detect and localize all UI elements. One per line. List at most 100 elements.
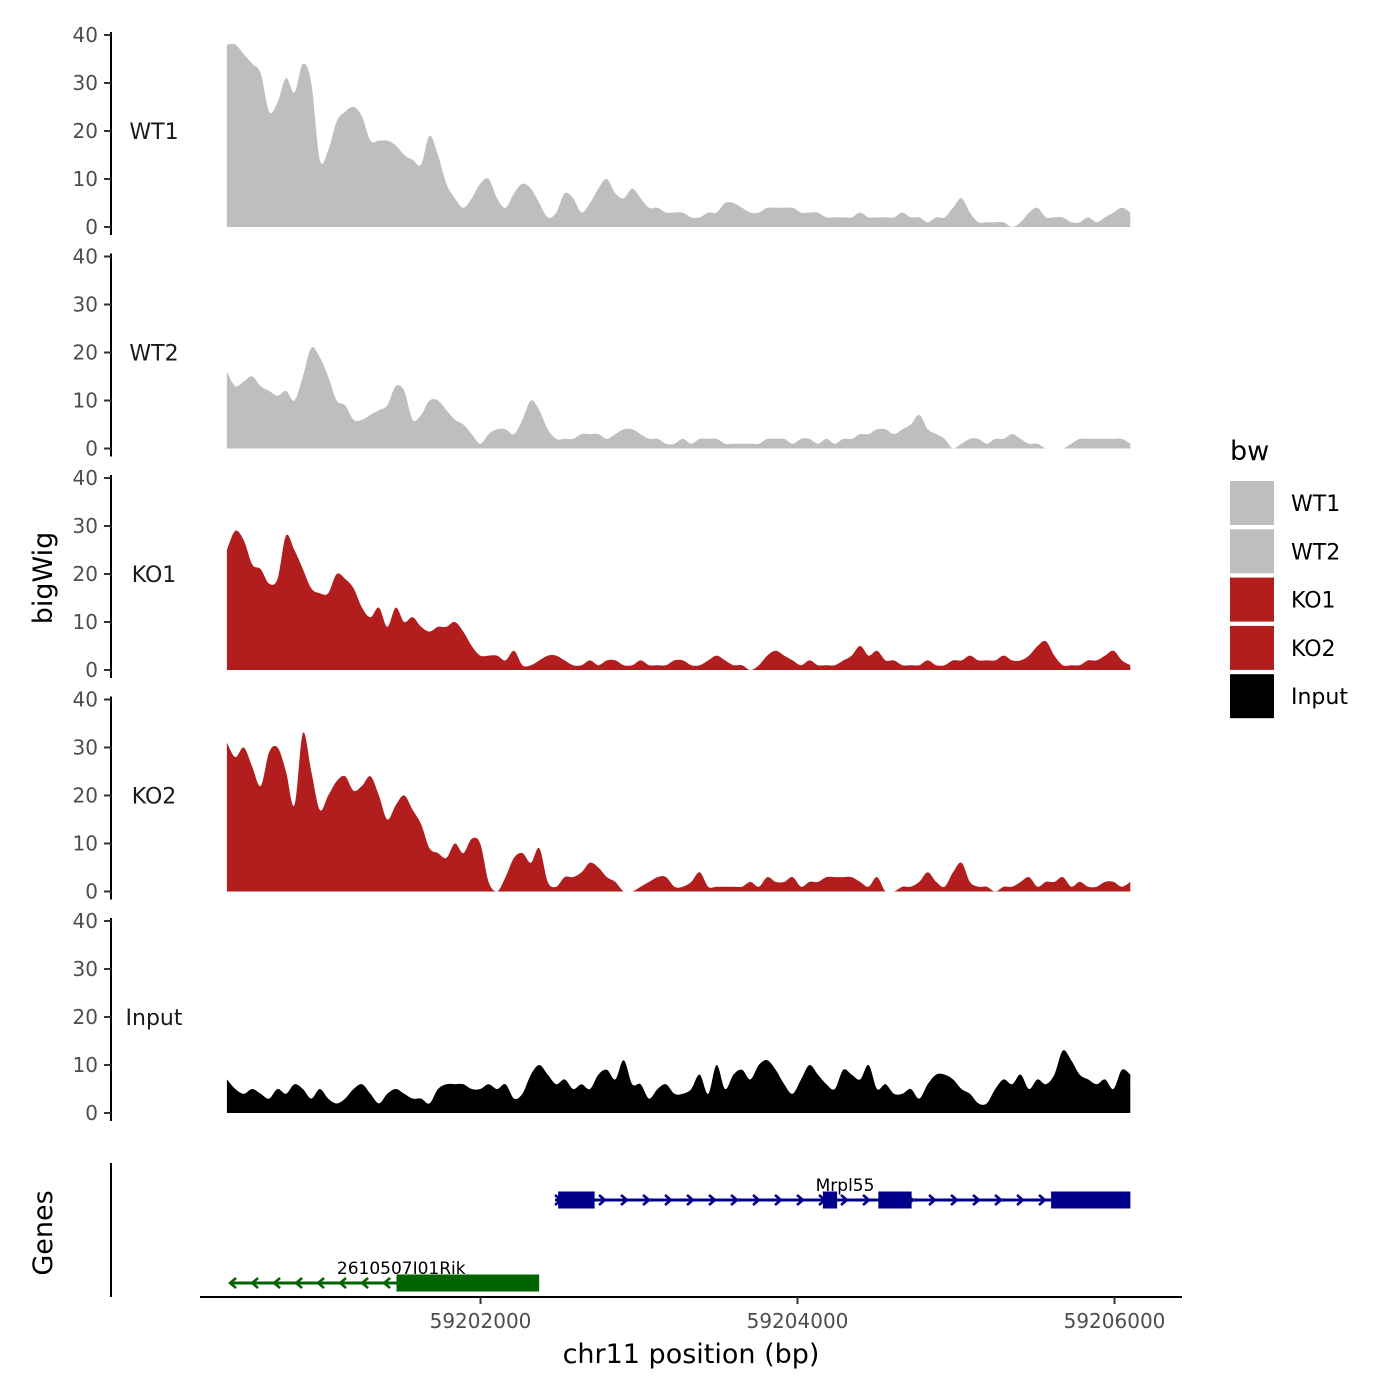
y-tick-label: 0 (85, 880, 98, 904)
gene-label-mrpl55: Mrpl55 (816, 1176, 875, 1196)
track-ko2: 0 10 20 30 40 KO2 (73, 688, 1131, 904)
x-tick-label: 59204000 (747, 1309, 849, 1333)
strand-arrow (840, 1194, 849, 1206)
gene-exon (1051, 1191, 1131, 1209)
legend-entry-ko1: KO1 (1230, 577, 1336, 622)
y-tick-label: 30 (73, 736, 98, 760)
legend-swatch (1230, 625, 1274, 670)
legend-label: KO1 (1291, 589, 1336, 614)
track-label-wt2: WT2 (129, 342, 178, 367)
strand-arrow (752, 1194, 761, 1206)
legend-title: bw (1230, 436, 1269, 467)
strand-arrow (1016, 1194, 1025, 1206)
legend-swatch (1230, 481, 1274, 525)
x-axis-title: chr11 position (bp) (563, 1339, 820, 1370)
legend-swatch (1230, 529, 1274, 574)
legend-entry-wt2: WT2 (1230, 529, 1340, 574)
strand-arrow (360, 1277, 369, 1289)
legend-entry-wt1: WT1 (1230, 481, 1340, 525)
strand-arrow (950, 1194, 959, 1206)
legend-swatch (1230, 577, 1274, 622)
strand-arrow (250, 1277, 259, 1289)
strand-arrow (228, 1277, 237, 1289)
legend-label: WT1 (1291, 492, 1340, 517)
strand-arrow (598, 1194, 607, 1206)
track-wt2: 0 10 20 30 40 WT2 (73, 245, 1131, 461)
strand-arrow (708, 1194, 717, 1206)
coverage-area-input (226, 1050, 1131, 1113)
gene-exon (558, 1191, 595, 1209)
track-label-wt1: WT1 (129, 120, 178, 145)
gene-annotation-panel: Mrpl55 2610507I01Rik (110, 1163, 1131, 1297)
legend-swatch (1230, 674, 1274, 719)
y-tick-label: 0 (85, 437, 98, 461)
strand-arrow (796, 1194, 805, 1206)
x-axis: 59202000 59204000 59206000 (200, 1296, 1182, 1333)
y-tick-label: 40 (73, 23, 98, 47)
y-tick-label: 30 (73, 957, 98, 981)
strand-arrow (294, 1277, 303, 1289)
legend-entry-input: Input (1230, 674, 1348, 719)
strand-arrow (272, 1277, 281, 1289)
y-axis-title: bigWig (28, 532, 59, 625)
strand-arrow (928, 1194, 937, 1206)
x-tick-label: 59202000 (430, 1309, 532, 1333)
y-tick-label: 10 (73, 1053, 98, 1077)
y-tick-label: 30 (73, 71, 98, 95)
legend-label: KO2 (1291, 637, 1336, 662)
y-tick-label: 10 (73, 167, 98, 191)
y-tick-label: 20 (73, 1005, 98, 1029)
x-tick-label: 59206000 (1064, 1309, 1166, 1333)
legend-entry-ko2: KO2 (1230, 625, 1336, 670)
y-tick-label: 10 (73, 832, 98, 856)
track-ko1: 0 10 20 30 40 KO1 (73, 466, 1131, 682)
y-tick-label: 0 (85, 215, 98, 239)
track-wt1: 0 10 20 30 40 WT1 (73, 23, 1131, 239)
y-tick-label: 0 (85, 658, 98, 682)
y-tick-label: 40 (73, 909, 98, 933)
strand-arrow (642, 1194, 651, 1206)
strand-arrow (620, 1194, 629, 1206)
y-tick-label: 30 (73, 514, 98, 538)
gene-mrpl55: Mrpl55 (554, 1176, 1131, 1209)
y-tick-label: 20 (73, 784, 98, 808)
strand-arrow (338, 1277, 347, 1289)
gene-exon (878, 1191, 912, 1209)
strand-arrow (664, 1194, 673, 1206)
gene-exon (822, 1191, 838, 1209)
track-label-input: Input (126, 1006, 183, 1031)
strand-arrow (316, 1277, 325, 1289)
strand-arrow (1038, 1194, 1047, 1206)
gene-2610507i01rik: 2610507I01Rik (228, 1259, 540, 1292)
y-tick-label: 20 (73, 562, 98, 586)
y-tick-label: 0 (85, 1101, 98, 1125)
y-tick-label: 40 (73, 466, 98, 490)
coverage-tracks: 0 10 20 30 40 WT1 0 10 20 30 40 WT2 0 10 20 30 40 KO1 0 10 2… (73, 23, 1131, 1125)
y-tick-label: 30 (73, 293, 98, 317)
coverage-area-wt1 (226, 43, 1131, 228)
coverage-area-ko1 (226, 530, 1131, 670)
strand-arrow (972, 1194, 981, 1206)
y-tick-label: 40 (73, 245, 98, 269)
coverage-area-ko2 (226, 732, 1131, 892)
track-label-ko1: KO1 (132, 563, 177, 588)
y-tick-label: 10 (73, 389, 98, 413)
track-input: 0 10 20 30 40 Input (73, 909, 1131, 1125)
strand-arrow (774, 1194, 783, 1206)
y-tick-label: 20 (73, 119, 98, 143)
legend: bw WT1 WT2 KO1 KO2 Input (1230, 436, 1348, 719)
track-label-ko2: KO2 (132, 785, 177, 810)
coverage-area-wt2 (226, 346, 1131, 449)
legend-label: WT2 (1291, 540, 1340, 565)
strand-arrow (994, 1194, 1003, 1206)
y-tick-label: 20 (73, 341, 98, 365)
genes-panel-title: Genes (28, 1190, 59, 1275)
y-tick-label: 10 (73, 610, 98, 634)
strand-arrow (382, 1277, 391, 1289)
strand-arrow (730, 1194, 739, 1206)
strand-arrow (862, 1194, 871, 1206)
gene-exon (396, 1274, 540, 1292)
strand-arrow (686, 1194, 695, 1206)
y-tick-label: 40 (73, 688, 98, 712)
